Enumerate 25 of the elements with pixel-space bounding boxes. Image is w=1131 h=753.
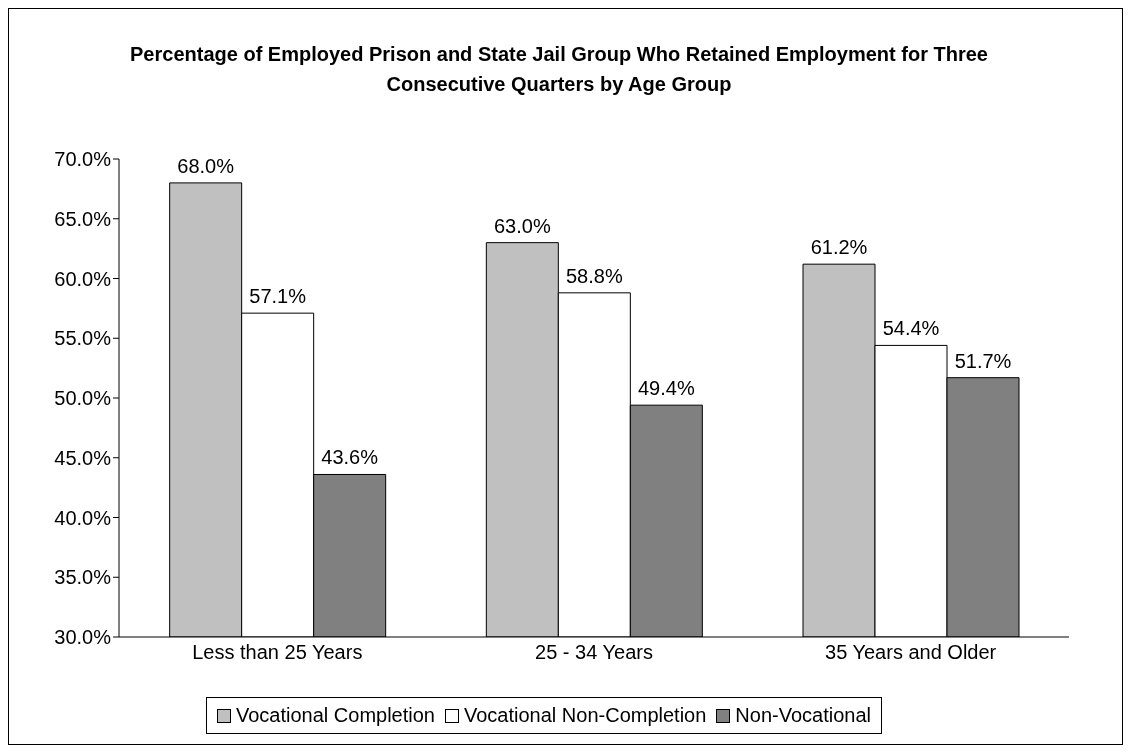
y-tick-label: 45.0% bbox=[54, 446, 112, 469]
legend-label: Non-Vocational bbox=[734, 704, 872, 727]
x-tick-label: 35 Years and Older bbox=[825, 641, 997, 664]
data-label: 49.4% bbox=[637, 377, 695, 400]
data-label: 61.2% bbox=[810, 236, 868, 259]
legend-label: Vocational Completion bbox=[234, 704, 435, 727]
data-label: 68.0% bbox=[177, 154, 235, 177]
y-tick-label: 50.0% bbox=[54, 387, 112, 410]
y-tick-label: 55.0% bbox=[54, 327, 112, 350]
data-label: 54.4% bbox=[882, 317, 940, 340]
y-tick-label: 40.0% bbox=[54, 506, 112, 529]
x-tick-label: Less than 25 Years bbox=[192, 641, 363, 664]
data-label: 63.0% bbox=[493, 214, 551, 237]
data-label: 58.8% bbox=[565, 264, 623, 287]
legend-label: Vocational Non-Completion bbox=[463, 704, 707, 727]
data-label: 43.6% bbox=[321, 446, 379, 469]
y-tick-label: 70.0% bbox=[54, 148, 112, 171]
y-tick-label: 35.0% bbox=[54, 566, 112, 589]
chart-title: Percentage of Employed Prison and State Jail Group Who Retained Employment for Three Consecutive Quarters by Age Group bbox=[129, 42, 989, 97]
y-tick-label: 65.0% bbox=[54, 207, 112, 230]
data-label: 51.7% bbox=[954, 349, 1012, 372]
data-label: 57.1% bbox=[249, 285, 307, 308]
x-tick-label: 25 - 34 Years bbox=[535, 641, 653, 664]
y-tick-label: 30.0% bbox=[54, 626, 112, 649]
y-tick-label: 60.0% bbox=[54, 267, 112, 290]
